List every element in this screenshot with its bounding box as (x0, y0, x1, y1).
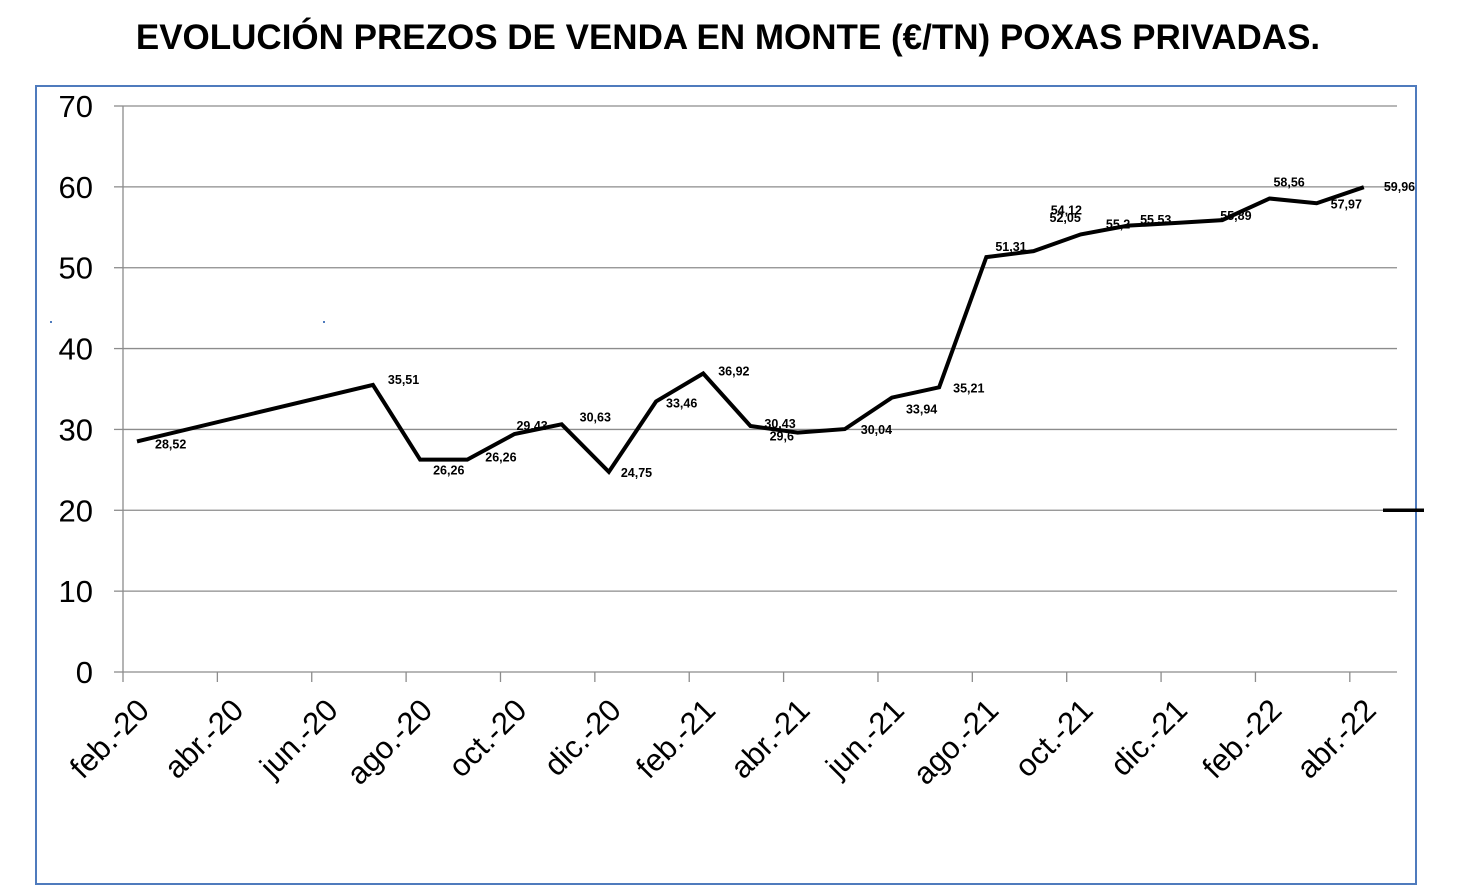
data-label: 55,53 (1140, 213, 1171, 227)
x-tick-label: jun.-21 (818, 692, 910, 784)
stray-dot (323, 321, 325, 323)
data-label: 30,43 (764, 417, 795, 431)
series-line (136, 185, 1365, 476)
data-label: 35,21 (953, 381, 984, 395)
stray-dot (50, 321, 52, 323)
x-tick-label: abr.-21 (724, 692, 817, 785)
y-tick-label: 30 (59, 412, 93, 447)
data-labels: 28,52 35,51 26,26 26,26 29,43 30,63 24,75 33,46… (155, 176, 1415, 480)
data-label: 26,26 (485, 451, 516, 465)
data-label: 57,97 (1331, 197, 1362, 211)
gridlines (123, 105, 1397, 592)
chart-title: EVOLUCIÓN PREZOS DE VENDA EN MONTE (€/TN… (135, 18, 1321, 57)
x-tick-label: abr.-20 (157, 692, 250, 785)
data-label: 30,04 (861, 423, 892, 437)
data-label: 30,63 (580, 410, 611, 424)
y-tick-label: 70 (59, 89, 93, 124)
x-tick-label: dic.-20 (537, 692, 628, 783)
x-tick-label: feb.-20 (63, 692, 156, 785)
x-tick-label: dic.-21 (1103, 692, 1194, 783)
data-label: 33,94 (906, 403, 937, 417)
x-tick-label: oct.-21 (1008, 692, 1100, 784)
data-label: 26,26 (433, 464, 464, 478)
data-label: 36,92 (718, 364, 749, 378)
y-tick-label: 50 (59, 251, 93, 286)
y-axis-ticks: 0 10 20 30 40 50 60 70 (59, 89, 93, 690)
x-tick-label: ago.-21 (906, 692, 1005, 791)
data-label: 55,89 (1220, 209, 1251, 223)
data-label: 35,51 (388, 373, 419, 387)
axes (114, 105, 1397, 682)
data-label: 24,75 (621, 466, 652, 480)
data-label: 55,2 (1106, 218, 1130, 232)
x-tick-label: feb.-22 (1195, 692, 1288, 785)
x-tick-label: abr.-22 (1290, 692, 1383, 785)
data-label: 29,6 (770, 430, 794, 444)
x-tick-label: oct.-20 (442, 692, 534, 784)
x-tick-label: feb.-21 (629, 692, 722, 785)
data-label: 59,96 (1384, 180, 1415, 194)
data-label: 28,52 (155, 437, 186, 451)
data-label: 54,12 (1051, 203, 1082, 217)
data-label: 52,05 (1050, 211, 1081, 225)
data-label: 29,43 (516, 419, 547, 433)
series-line-path (136, 185, 1365, 476)
y-tick-label: 0 (76, 655, 93, 690)
y-tick-label: 10 (59, 574, 93, 609)
data-label: 33,46 (666, 396, 697, 410)
y-tick-label: 60 (59, 170, 93, 205)
x-tick-label: jun.-20 (252, 692, 344, 784)
data-label: 51,31 (995, 240, 1026, 254)
y-tick-label: 40 (59, 332, 93, 367)
data-label: 58,56 (1273, 176, 1304, 190)
y-tick-label: 20 (59, 493, 93, 528)
x-tick-label: ago.-20 (340, 692, 439, 791)
legend (50, 321, 1424, 513)
